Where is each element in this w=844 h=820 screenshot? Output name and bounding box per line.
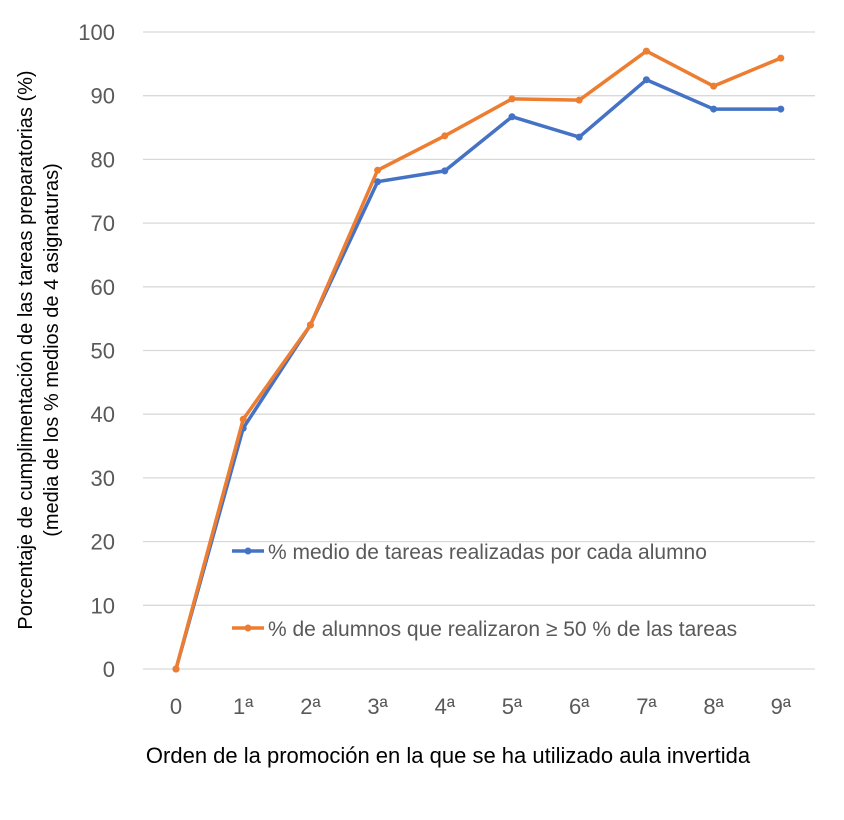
x-axis-label: Orden de la promoción en la que se ha ut… — [146, 743, 751, 768]
x-tick-label: 1ª — [233, 694, 254, 719]
y-tick-label: 60 — [91, 275, 115, 300]
data-point-series-2 — [441, 132, 449, 140]
x-tick-label: 9ª — [771, 694, 792, 719]
series-line-2 — [174, 49, 782, 670]
x-tick-label: 0 — [170, 694, 182, 719]
series-line-1 — [174, 78, 781, 670]
data-point-series-1 — [441, 167, 449, 175]
data-point-series-1 — [575, 133, 583, 141]
y-tick-label: 90 — [91, 84, 115, 109]
data-point-series-1 — [374, 178, 382, 186]
legend-label-series-1: % medio de tareas realizadas por cada al… — [268, 541, 707, 564]
y-axis-label-line2: (media de los % medios de 4 asignaturas) — [41, 163, 63, 537]
x-tick-label: 7ª — [636, 694, 657, 719]
y-tick-label: 40 — [91, 402, 115, 427]
y-tick-label: 70 — [91, 211, 115, 236]
data-point-series-2 — [710, 82, 718, 90]
gridlines — [143, 31, 815, 670]
x-tick-label: 3ª — [367, 694, 388, 719]
data-point-series-2 — [374, 166, 382, 174]
data-point-series-1 — [777, 105, 785, 113]
x-tick-labels: 0 1ª 2ª 3ª 4ª 5ª 6ª 7ª 8ª 9ª — [170, 694, 792, 719]
data-point-series-2 — [642, 47, 650, 55]
data-point-series-2 — [306, 321, 314, 329]
legend-marker-series-1 — [244, 547, 252, 555]
y-tick-label: 20 — [91, 530, 115, 555]
data-point-series-2 — [508, 95, 516, 103]
x-tick-label: 5ª — [502, 694, 523, 719]
series-lines — [172, 47, 785, 673]
y-axis-label-line1: Porcentaje de cumplimentación de las tar… — [15, 70, 37, 629]
y-tick-label: 10 — [91, 593, 115, 618]
data-point-series-2 — [777, 54, 785, 62]
legend-label-series-2: % de alumnos que realizaron ≥ 50 % de la… — [268, 618, 737, 641]
y-tick-label: 30 — [91, 466, 115, 491]
y-tick-label: 50 — [91, 339, 115, 364]
y-tick-label: 100 — [78, 20, 115, 45]
x-tick-label: 2ª — [300, 694, 321, 719]
data-point-series-2 — [575, 96, 583, 104]
x-tick-label: 8ª — [703, 694, 724, 719]
y-tick-labels: 0 10 20 30 40 50 60 70 80 90 100 — [78, 20, 115, 682]
x-tick-label: 4ª — [435, 694, 456, 719]
y-tick-label: 80 — [91, 147, 115, 172]
legend-marker-series-2 — [244, 624, 252, 632]
x-tick-label: 6ª — [569, 694, 590, 719]
data-point-series-1 — [508, 113, 516, 121]
data-point-series-2 — [239, 415, 247, 423]
data-point-series-1 — [642, 76, 650, 84]
data-point-series-2 — [172, 665, 180, 673]
y-tick-label: 0 — [103, 657, 115, 682]
legend: % medio de tareas realizadas por cada al… — [232, 541, 737, 641]
data-point-series-1 — [710, 105, 718, 113]
